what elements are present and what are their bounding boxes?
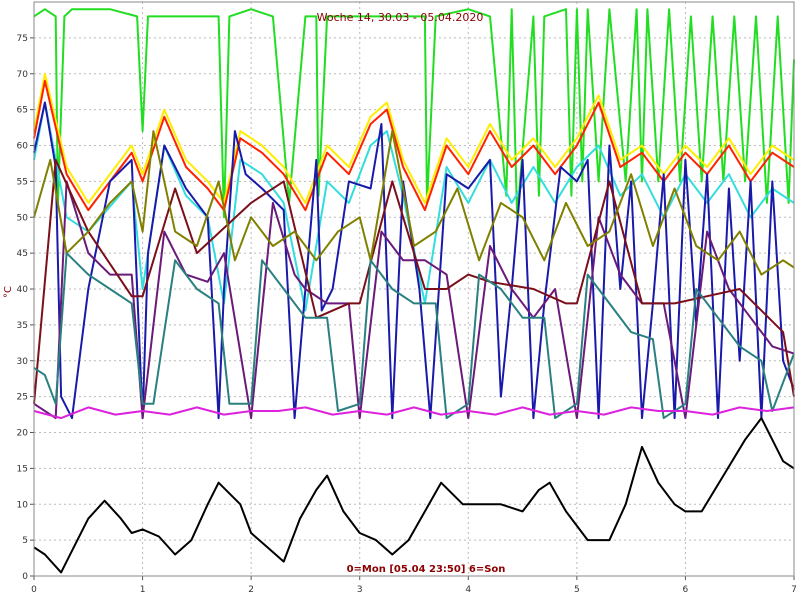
series-line-8 <box>33 130 795 276</box>
x-tick-label: 3 <box>357 585 363 595</box>
y-axis-label: °C <box>3 286 14 298</box>
y-tick-label: 65 <box>17 106 28 116</box>
x-tick-label: 5 <box>574 585 580 595</box>
x-tick-label: 6 <box>683 585 689 595</box>
y-tick-label: 75 <box>17 34 28 44</box>
x-tick-label: 1 <box>140 585 146 595</box>
series-line-9 <box>33 252 795 420</box>
y-tick-label: 60 <box>17 142 29 152</box>
plot-frame <box>33 1 795 577</box>
y-tick-label: 20 <box>17 429 29 439</box>
x-tick-label: 0 <box>31 585 37 595</box>
y-tick-label: 25 <box>17 393 28 403</box>
y-tick-label: 45 <box>17 249 28 259</box>
y-tick-label: 40 <box>17 285 29 295</box>
y-tick-label: 55 <box>17 177 28 187</box>
x-tick-label: 2 <box>248 585 254 595</box>
series-line-7 <box>33 158 795 404</box>
series-group <box>33 8 795 574</box>
series-line-1 <box>33 8 795 219</box>
y-tick-label: 5 <box>22 536 28 546</box>
y-tick-label: 10 <box>17 500 29 510</box>
y-tick-label: 0 <box>22 572 28 582</box>
x-axis-ticks: 0 1 2 3 4 5 6 7 <box>31 585 797 595</box>
y-tick-label: 15 <box>17 464 28 474</box>
y-axis-ticks: 0 5 10 15 20 25 30 35 40 45 50 55 60 65 70 75 <box>17 34 29 582</box>
series-line-5 <box>33 101 795 420</box>
series-line-11 <box>33 417 795 574</box>
x-tick-label: 4 <box>465 585 471 595</box>
chart-title: Woche 14, 30.03 - 05.04.2020 <box>317 11 484 24</box>
y-tick-label: 50 <box>17 213 29 223</box>
y-tick-label: 35 <box>17 321 28 331</box>
y-tick-label: 70 <box>17 70 29 80</box>
chart-footer: 0=Mon [05.04 23:50] 6=Son <box>347 564 506 575</box>
x-tick-label: 7 <box>791 585 797 595</box>
series-line-10 <box>33 406 795 420</box>
y-tick-label: 30 <box>17 357 29 367</box>
